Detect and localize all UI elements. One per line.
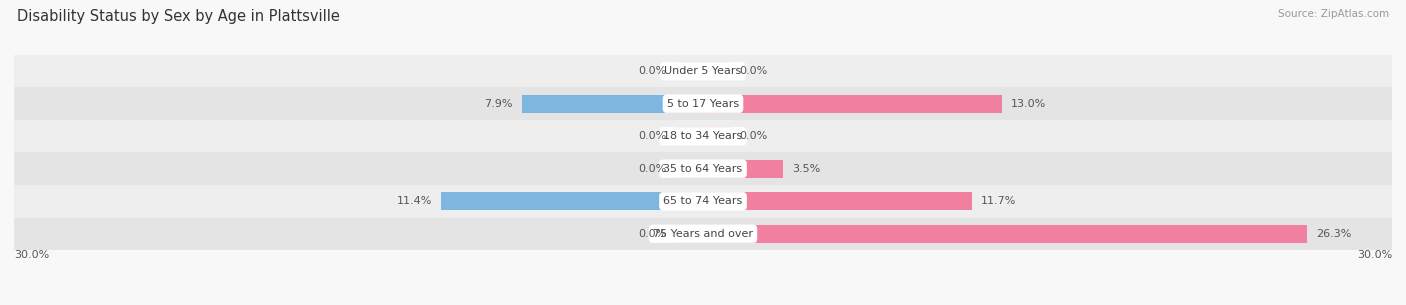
Bar (14, 120, 1392, 152)
Text: 11.7%: 11.7% (981, 196, 1017, 206)
Text: 0.0%: 0.0% (740, 66, 768, 76)
Text: 13.0%: 13.0% (1011, 99, 1046, 109)
Bar (703, 95, 1001, 113)
Text: 35 to 64 Years: 35 to 64 Years (664, 164, 742, 174)
Bar (703, 160, 783, 178)
Bar (703, 127, 731, 145)
Text: 75 Years and over: 75 Years and over (652, 229, 754, 239)
Bar (703, 62, 731, 80)
Bar (14, 55, 1392, 88)
Text: Source: ZipAtlas.com: Source: ZipAtlas.com (1278, 9, 1389, 19)
Bar (14, 152, 1392, 185)
Bar (675, 160, 703, 178)
Bar (703, 192, 972, 210)
Text: 26.3%: 26.3% (1316, 229, 1351, 239)
Bar (441, 192, 703, 210)
Text: 18 to 34 Years: 18 to 34 Years (664, 131, 742, 141)
Text: 0.0%: 0.0% (638, 66, 666, 76)
Text: 30.0%: 30.0% (14, 250, 49, 260)
Text: Under 5 Years: Under 5 Years (665, 66, 741, 76)
Text: 5 to 17 Years: 5 to 17 Years (666, 99, 740, 109)
Text: 0.0%: 0.0% (638, 131, 666, 141)
Text: Disability Status by Sex by Age in Plattsville: Disability Status by Sex by Age in Platt… (17, 9, 340, 24)
Bar (675, 225, 703, 243)
Text: 0.0%: 0.0% (638, 229, 666, 239)
Bar (14, 88, 1392, 120)
Bar (675, 127, 703, 145)
Bar (522, 95, 703, 113)
Text: 0.0%: 0.0% (638, 164, 666, 174)
Bar (14, 185, 1392, 217)
Text: 0.0%: 0.0% (740, 131, 768, 141)
Bar (703, 225, 1308, 243)
Bar (14, 217, 1392, 250)
Text: 3.5%: 3.5% (793, 164, 821, 174)
Bar (675, 62, 703, 80)
Text: 7.9%: 7.9% (484, 99, 512, 109)
Text: 65 to 74 Years: 65 to 74 Years (664, 196, 742, 206)
Text: 11.4%: 11.4% (396, 196, 432, 206)
Text: 30.0%: 30.0% (1357, 250, 1392, 260)
